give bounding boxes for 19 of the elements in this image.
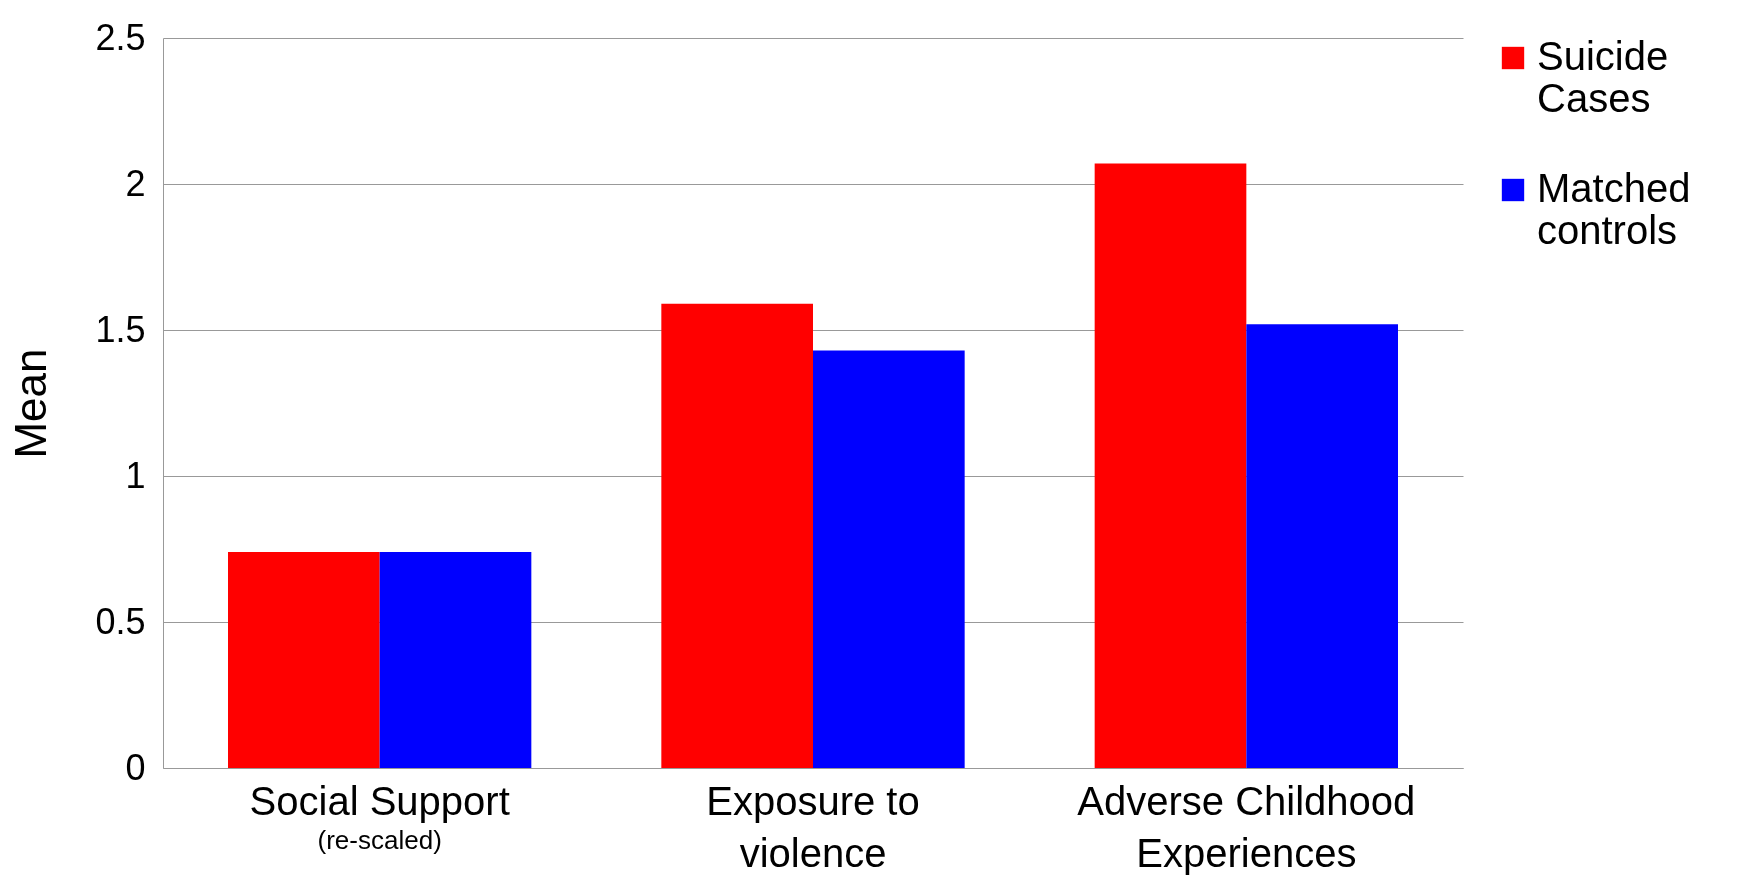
y-tick-label: 2.5 bbox=[95, 16, 146, 58]
x-tick-label: Adverse Childhood Experiences bbox=[1077, 778, 1416, 875]
y-tick-label: 1 bbox=[125, 454, 146, 496]
bar bbox=[1094, 163, 1247, 768]
x-tick-label: Social Support bbox=[249, 778, 510, 823]
legend-label: Matched controls bbox=[1537, 166, 1691, 252]
bar bbox=[661, 303, 813, 768]
text: (re-scaled) bbox=[317, 825, 442, 855]
legend-label: Suicide Cases bbox=[1537, 34, 1669, 120]
y-tick-label: 0.5 bbox=[95, 600, 146, 642]
bar bbox=[1246, 324, 1398, 768]
y-axis-title: Mean bbox=[6, 348, 56, 459]
y-tick-label: 1.5 bbox=[95, 308, 146, 350]
x-tick-label: Exposure to violence bbox=[706, 778, 920, 875]
bar bbox=[813, 350, 965, 768]
bar bbox=[228, 551, 380, 768]
bar bbox=[379, 551, 532, 768]
y-tick-label: 0 bbox=[125, 746, 146, 788]
y-tick-label: 2 bbox=[125, 162, 146, 204]
